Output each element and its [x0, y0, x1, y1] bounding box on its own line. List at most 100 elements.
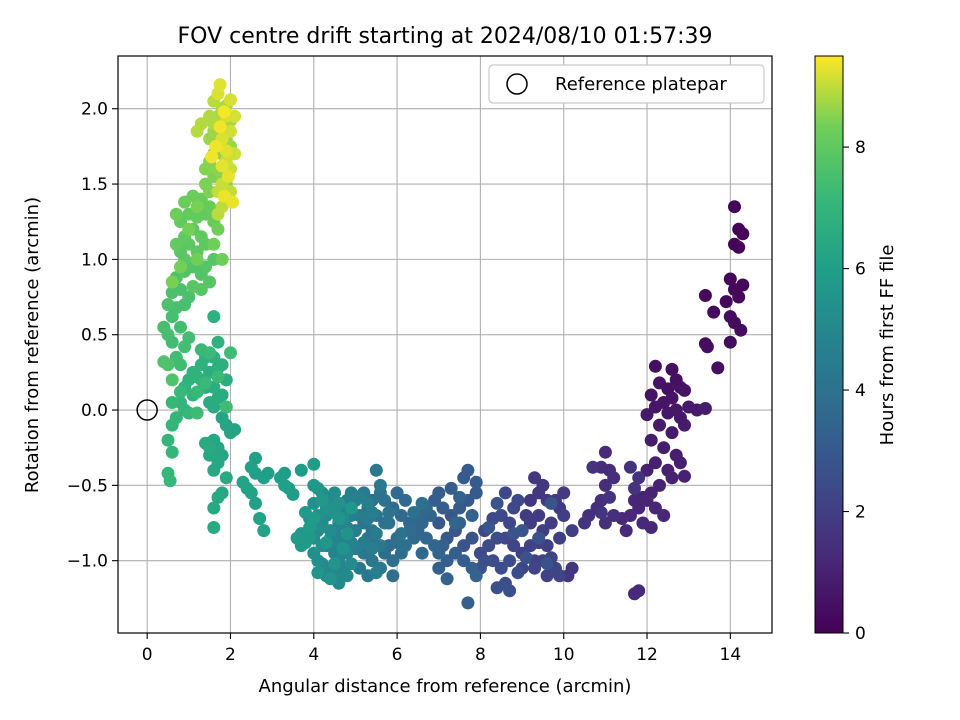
colorbar-tick-label: 8 — [855, 138, 866, 158]
scatter-point — [215, 411, 229, 425]
scatter-point — [369, 527, 383, 541]
scatter-point — [203, 200, 217, 214]
scatter-point — [678, 383, 691, 397]
scatter-point — [515, 524, 529, 538]
scatter-point — [163, 474, 177, 488]
x-axis-ticks: 0 2 4 6 8 10 12 14 — [142, 633, 741, 665]
y-tick-label: 1.0 — [81, 250, 108, 270]
scatter-point — [369, 566, 383, 580]
scatter-point — [734, 323, 748, 337]
scatter-point — [673, 456, 687, 470]
scatter-point — [523, 516, 537, 530]
scatter-point — [211, 335, 225, 349]
scatter-point — [194, 358, 208, 372]
scatter-point — [448, 516, 462, 530]
scatter-point — [648, 456, 662, 470]
scatter-point — [557, 486, 571, 500]
scatter-point — [344, 557, 358, 571]
scatter-point — [648, 359, 662, 373]
scatter-point — [307, 457, 321, 471]
scatter-point — [315, 493, 329, 507]
scatter-point — [440, 572, 454, 586]
scatter-point — [461, 596, 475, 610]
scatter-point — [386, 569, 400, 583]
scatter-point — [165, 275, 179, 289]
x-tick-label: 14 — [720, 645, 742, 665]
scatter-point — [532, 531, 546, 545]
scatter-point — [586, 460, 600, 474]
scatter-point — [719, 295, 733, 309]
scatter-point — [215, 358, 229, 372]
scatter-point — [382, 506, 396, 519]
scatter-point — [653, 376, 666, 390]
scatter-point — [398, 493, 412, 507]
scatter-point — [711, 361, 725, 375]
scatter-point — [224, 93, 237, 107]
x-tick-label: 10 — [553, 645, 575, 665]
scatter-point — [598, 478, 612, 492]
scatter-point — [253, 512, 267, 525]
scatter-point — [178, 195, 192, 209]
scatter-point — [644, 433, 658, 447]
scatter-point — [365, 554, 379, 568]
scatter-point — [165, 286, 179, 299]
scatter-point — [190, 200, 204, 214]
scatter-point — [169, 207, 183, 221]
scatter-point — [698, 402, 712, 415]
scatter-point — [482, 521, 496, 534]
scatter-point — [190, 252, 204, 266]
scatter-point — [653, 418, 666, 432]
scatter-point — [199, 376, 212, 390]
scatter-point — [640, 493, 654, 507]
scatter-point — [490, 581, 504, 595]
scatter-point — [469, 475, 483, 489]
scatter-point — [215, 388, 229, 402]
scatter-point — [311, 566, 325, 580]
scatter-point — [165, 445, 179, 459]
scatter-point — [319, 536, 333, 550]
scatter-point — [728, 200, 741, 214]
scatter-point — [523, 539, 537, 553]
scatter-point — [217, 189, 231, 203]
scatter-point — [498, 486, 512, 500]
scatter-point — [436, 501, 450, 515]
scatter-point — [169, 350, 183, 364]
scatter-point — [157, 355, 171, 369]
scatter-point — [249, 496, 262, 510]
scatter-point — [428, 539, 442, 553]
scatter-point — [594, 506, 608, 519]
scatter-point — [503, 554, 517, 568]
scatter-point — [578, 516, 591, 530]
scatter-point — [311, 481, 325, 495]
scatter-point — [215, 252, 229, 266]
scatter-point — [257, 524, 271, 538]
scatter-point — [215, 159, 229, 173]
scatter-point — [278, 478, 292, 492]
y-tick-label: 0.5 — [81, 326, 108, 346]
scatter-point — [182, 290, 196, 304]
x-axis-label: Angular distance from reference (arcmin) — [259, 676, 632, 697]
scatter-point — [440, 554, 454, 568]
colorbar-tick-label: 4 — [855, 381, 866, 401]
scatter-point — [194, 230, 208, 244]
scatter-point — [174, 385, 187, 399]
scatter-point — [224, 124, 237, 138]
scatter-point — [632, 471, 646, 485]
scatter-point — [700, 340, 714, 354]
scatter-point — [732, 290, 746, 304]
scatter-point — [323, 572, 337, 586]
scatter-point — [544, 516, 558, 530]
scatter-point — [419, 531, 433, 545]
scatter-point — [328, 486, 342, 500]
scatter-point — [428, 493, 442, 507]
scatter-point — [607, 471, 621, 485]
scatter-point — [432, 516, 446, 530]
scatter-point — [186, 280, 200, 293]
scatter-point — [723, 272, 737, 286]
y-axis-label: Rotation from reference (arcmin) — [22, 197, 43, 493]
scatter-point — [365, 506, 379, 519]
reference-platepar-marker — [136, 399, 158, 421]
scatter-point — [640, 463, 654, 477]
scatter-point — [407, 506, 421, 519]
